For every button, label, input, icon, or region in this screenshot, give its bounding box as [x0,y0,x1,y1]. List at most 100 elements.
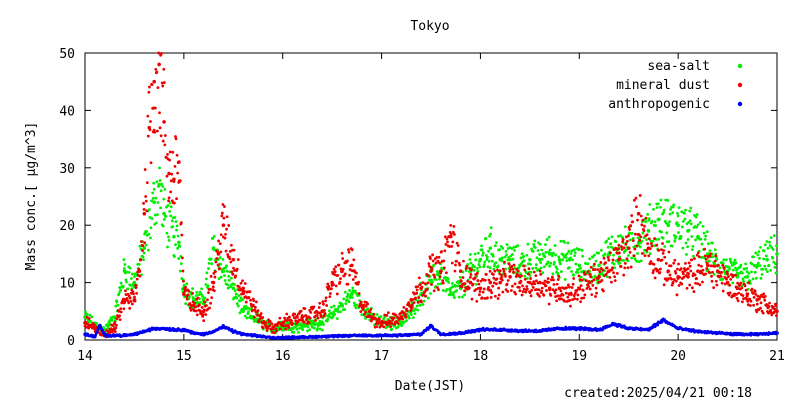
data-point [423,282,427,286]
data-point [566,241,570,245]
data-point [372,312,376,316]
data-point [166,204,170,207]
data-point [648,252,652,256]
data-point [194,309,198,313]
data-point [297,330,300,334]
data-point [749,299,753,303]
data-point [547,302,551,306]
data-point [466,279,470,283]
data-point [560,270,563,273]
data-point [647,254,651,258]
data-point [212,248,216,252]
data-point [552,283,556,286]
data-point [196,296,200,300]
data-point [662,283,666,287]
data-point [593,262,596,266]
data-point [495,277,499,281]
data-point [734,285,738,289]
data-point [347,250,351,254]
data-point [696,269,700,273]
data-point [768,244,772,248]
data-point [86,322,90,326]
data-point [515,268,519,271]
data-point [690,258,694,262]
data-point [146,134,150,138]
data-point [451,285,455,288]
data-point [561,253,565,257]
data-point [582,296,586,300]
data-point [766,246,770,250]
data-point [546,277,550,280]
data-point [170,172,174,176]
data-point [129,284,133,287]
data-point [684,261,687,265]
data-point [536,249,540,252]
data-point [493,269,497,273]
data-point [424,294,428,298]
data-point [426,296,430,300]
data-point [121,285,125,288]
data-point [572,248,576,252]
data-point [343,290,347,294]
data-point [599,248,603,252]
data-point [640,252,644,255]
data-point [688,264,692,268]
data-point [448,289,452,293]
data-point [189,308,193,312]
data-point [689,206,693,210]
data-point [346,259,349,263]
data-point [410,306,414,310]
data-point [360,313,364,317]
data-point [695,276,699,280]
data-point [235,302,239,306]
data-point [675,221,679,225]
data-point [678,275,681,279]
data-point [471,282,475,286]
data-point [156,201,160,204]
data-point [662,211,666,214]
data-point [604,272,608,276]
data-point [132,292,135,296]
data-point [161,84,165,88]
data-point [631,236,635,240]
data-point [480,248,484,252]
data-point [414,307,417,311]
data-point [146,114,150,118]
data-point [474,258,478,262]
data-point [491,273,495,276]
data-point [366,302,370,306]
data-point [686,245,689,249]
data-point [651,271,655,275]
data-point [473,276,477,280]
data-point [135,277,139,281]
data-point [570,270,573,273]
data-point [233,289,237,293]
data-point [483,297,487,300]
data-point [124,289,127,293]
data-point [445,288,449,291]
data-point [338,304,341,308]
data-point [752,296,756,299]
data-point [110,318,114,322]
data-point [602,256,606,260]
data-point [171,150,175,154]
data-point [234,274,238,278]
data-point [517,266,521,270]
data-point [540,286,544,290]
data-point [573,292,577,295]
data-point [734,261,738,265]
data-point [682,211,686,215]
x-tick-label: 16 [275,349,291,364]
data-point [243,282,247,285]
data-point [705,261,709,265]
x-tick-label: 19 [571,349,587,364]
data-point [184,302,188,306]
data-point [705,230,709,234]
data-point [671,211,675,215]
data-point [125,296,129,300]
y-tick-label: 20 [59,219,75,234]
data-point [382,325,386,329]
data-point [525,253,529,257]
data-point [505,253,508,257]
data-point [504,288,508,292]
